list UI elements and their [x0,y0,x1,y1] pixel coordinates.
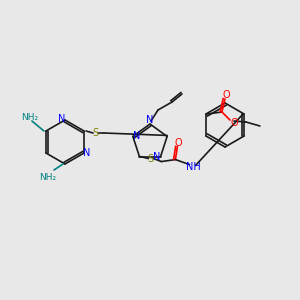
Text: NH: NH [186,162,201,172]
Text: S: S [92,128,98,138]
Text: O: O [175,138,182,148]
Text: N: N [58,114,66,124]
Text: N: N [153,152,160,162]
Text: O: O [222,90,230,100]
Text: S: S [147,154,154,164]
Text: N: N [83,148,91,158]
Text: N: N [133,131,141,141]
Text: NH₂: NH₂ [39,172,57,182]
Text: O: O [230,118,238,128]
Text: NH₂: NH₂ [21,112,38,122]
Text: N: N [146,115,154,125]
